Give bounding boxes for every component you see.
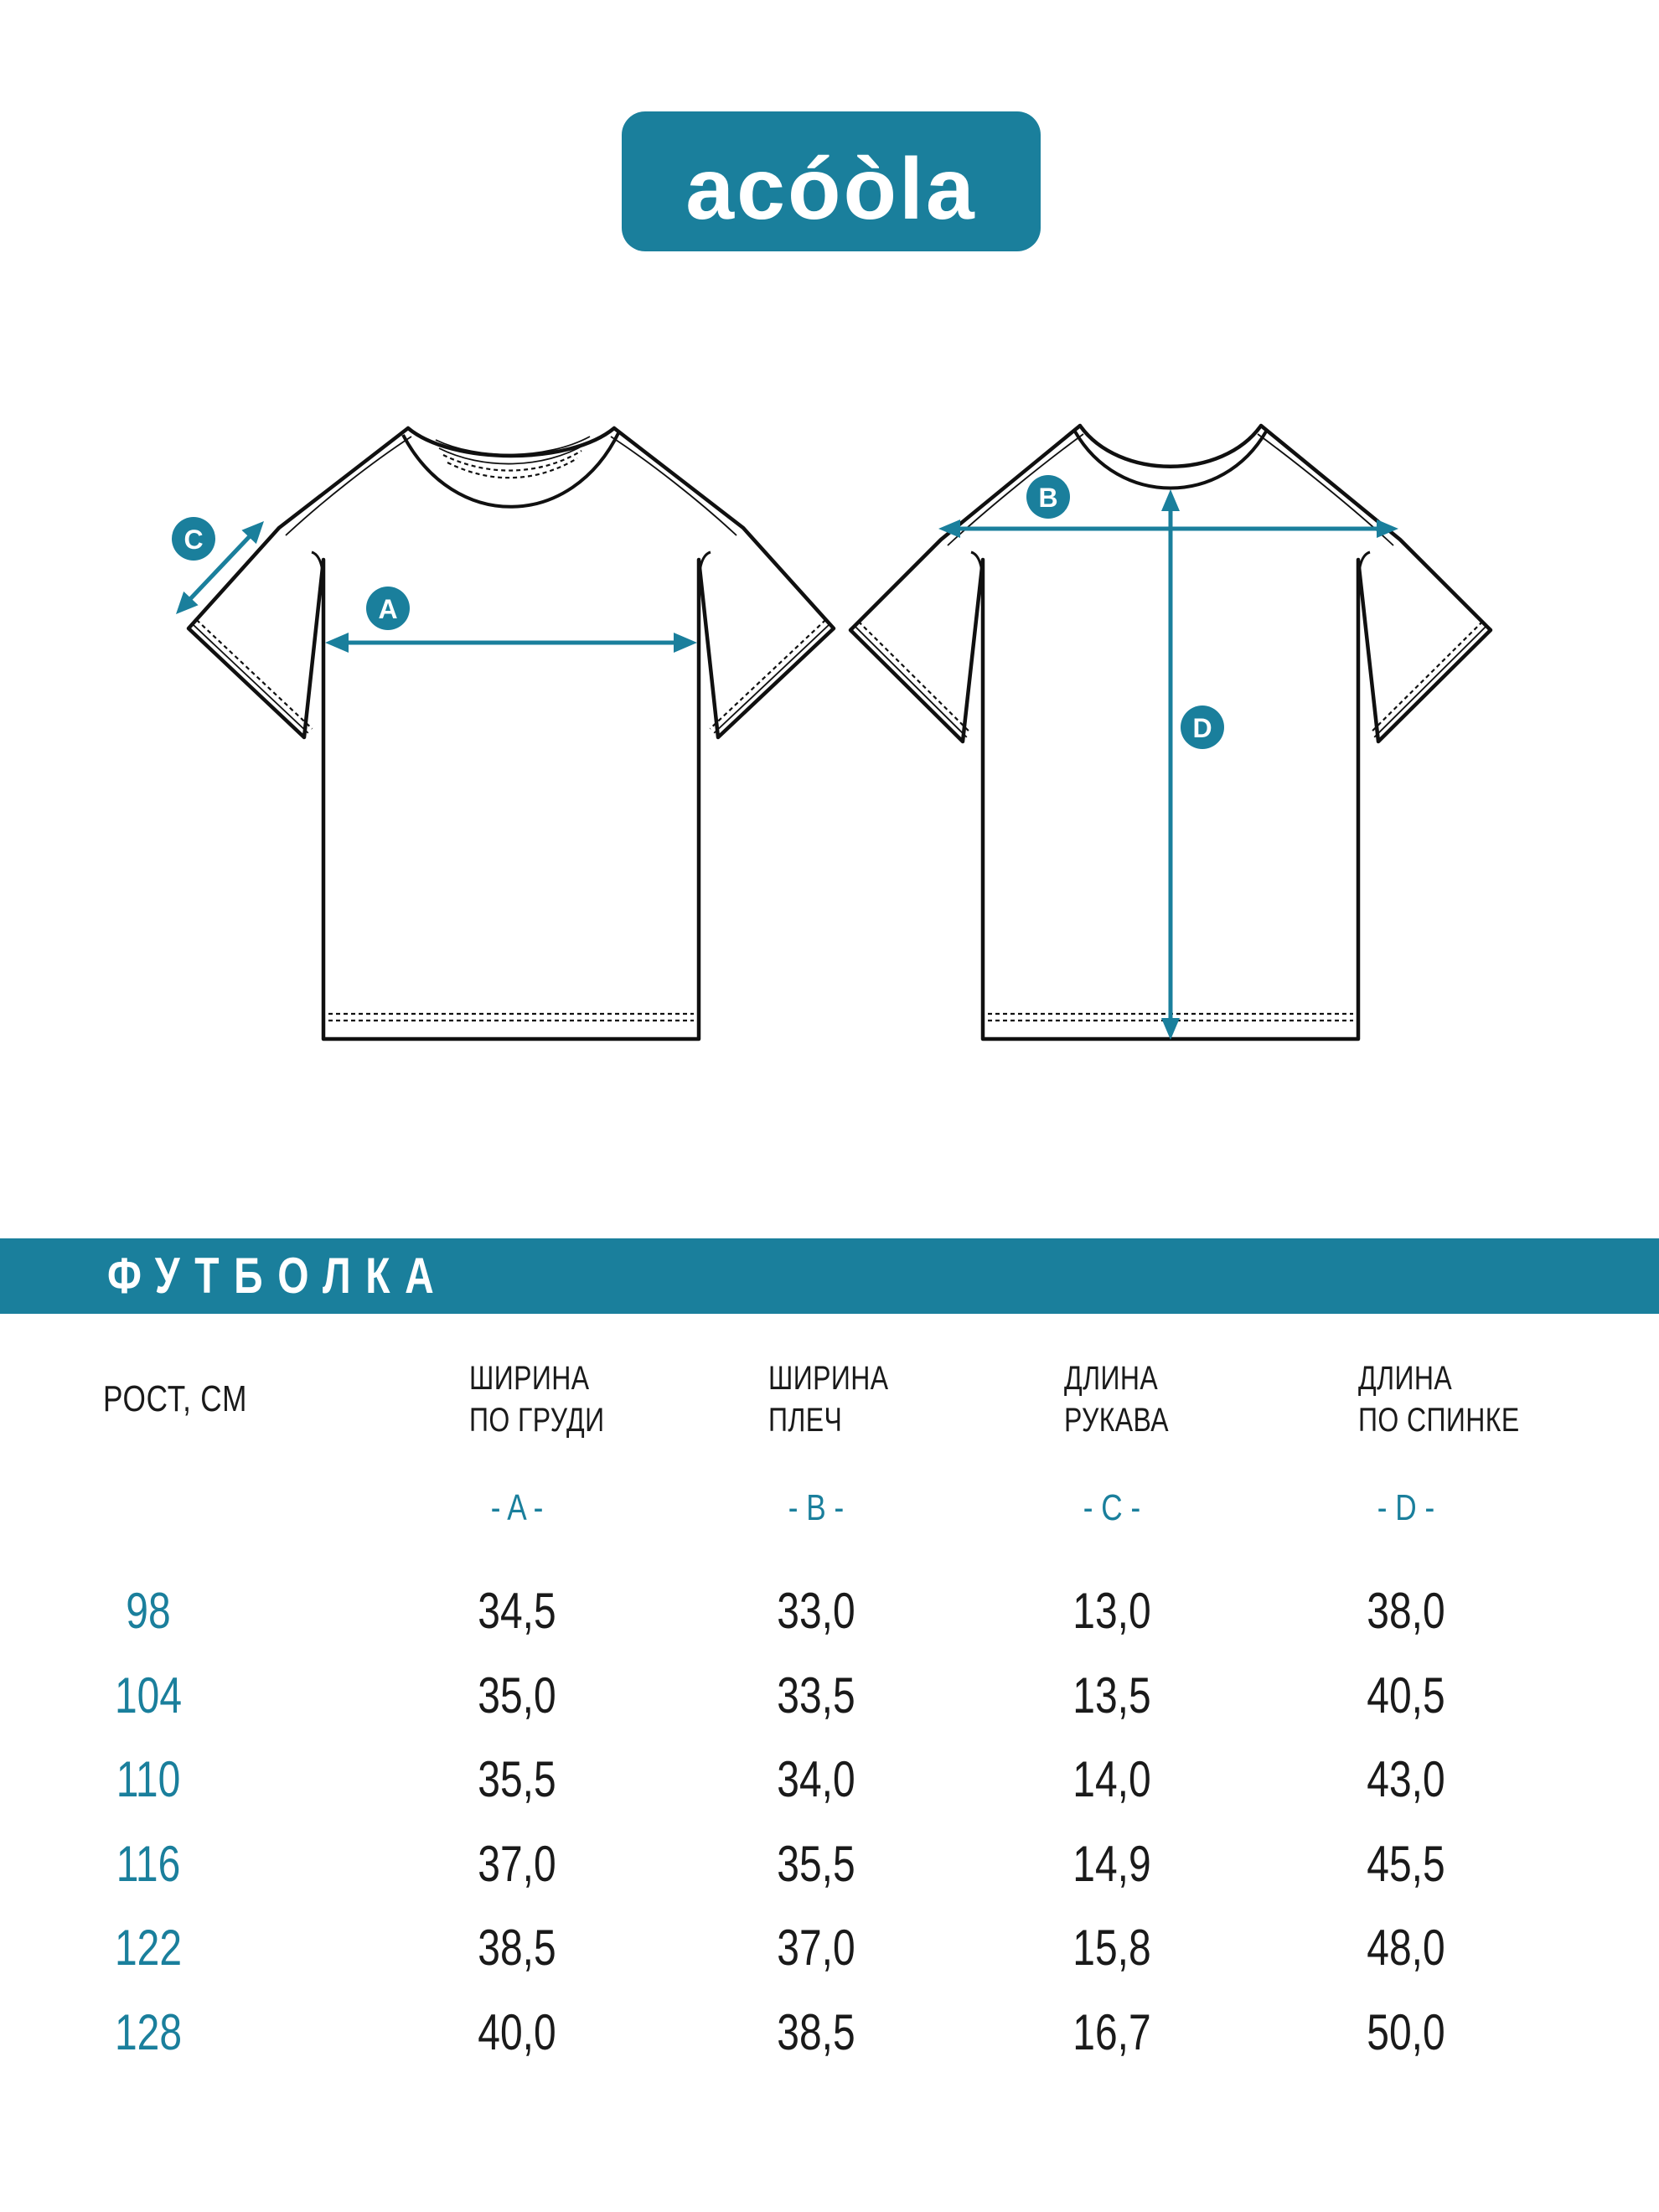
column-header: ДЛИНА РУКАВА [1064,1357,1195,1441]
underarm-seam [311,550,325,587]
svg-text:D: D [1192,713,1212,743]
svg-text:A: A [378,594,397,624]
measure-chest-arrow [325,633,697,653]
row-size: 128 [114,2004,183,2060]
shoulder-seam-line [947,433,1084,546]
column-header: ШИРИНА ПО ГРУДИ [469,1357,638,1441]
tshirt-front-diagram: A C [172,426,836,1041]
cell-value: 33,5 [777,1667,855,1724]
cell-value: 40,5 [1367,1667,1445,1724]
cuff-seam-line [854,625,968,738]
cell-value: 35,5 [777,1836,855,1892]
underarm-seam [1357,550,1371,587]
column-header: ШИРИНА ПЛЕЧ [768,1357,918,1441]
column-letter: - A - [490,1487,544,1528]
label-b-badge: B [1026,475,1070,519]
cell-value: 35,0 [478,1667,556,1724]
svg-text:B: B [1038,483,1057,513]
tshirt-front-outline [186,426,836,1041]
column-header-line: ШИРИНА [469,1360,590,1397]
column-header-line: ПО ГРУДИ [469,1402,605,1439]
cuff-seam-line [192,623,309,734]
label-d-badge: D [1181,705,1224,749]
cell-value: 38,0 [1367,1583,1445,1639]
cell-value: 38,5 [777,2004,855,2060]
cell-value: 13,0 [1072,1583,1151,1639]
collar-stitch-line [442,450,582,472]
cuff-seam-line [1373,625,1487,738]
row-header-label: РОСТ, СМ [103,1378,283,1420]
cell-value: 43,0 [1367,1751,1445,1807]
column-header-lines: ДЛИНА ПО СПИНКЕ [1358,1357,1520,1441]
column-header-line: ПЛЕЧ [768,1402,843,1439]
collar-inner-line [435,436,591,456]
cell-value: 14,9 [1072,1836,1151,1892]
cuff-stitch-line [857,621,972,734]
brand-logo-text: acóòla [685,141,976,238]
tshirt-back-diagram: B D [848,423,1493,1041]
svg-text:C: C [183,525,203,555]
cell-value: 34,5 [478,1583,556,1639]
cell-value: 40,0 [478,2004,556,2060]
cell-value: 37,0 [777,1920,855,1976]
cell-value: 14,0 [1072,1751,1151,1807]
column-letter: - B - [788,1487,845,1528]
section-title: ФУТБОЛКА [107,1248,449,1304]
cuff-stitch-line [195,618,313,730]
cuff-stitch-line [709,618,827,730]
brand-logo-plate: acóòla [622,111,1041,251]
shoulder-seam-line [610,436,737,536]
cuff-seam-line [713,623,830,734]
measure-back-length-arrow [1161,489,1180,1040]
collar-inner-line [438,443,587,465]
row-size: 122 [114,1920,183,1976]
cell-value: 45,5 [1367,1836,1445,1892]
front-collar-band [401,431,621,509]
row-header-text: РОСТ, СМ [103,1378,248,1419]
column-letter: - C - [1083,1487,1141,1528]
cell-value: 38,5 [478,1920,556,1976]
row-size: 98 [126,1583,171,1639]
column-header-lines: ШИРИНА ПЛЕЧ [768,1357,889,1441]
collar-stitch-line [447,457,578,479]
cell-value: 15,8 [1072,1920,1151,1976]
cell-value: 50,0 [1367,2004,1445,2060]
cell-value: 34,0 [777,1751,855,1807]
row-size: 116 [116,1836,181,1892]
brand-logo: acóòla [685,141,976,238]
cuff-stitch-line [1369,621,1484,734]
column-header-lines: ШИРИНА ПО ГРУДИ [469,1357,605,1441]
cell-value: 16,7 [1072,2004,1151,2060]
column-header: ДЛИНА ПО СПИНКЕ [1358,1357,1560,1441]
column-letter: - D - [1377,1487,1435,1528]
label-a-badge: A [366,587,410,630]
column-header-lines: ДЛИНА РУКАВА [1064,1357,1169,1441]
cell-value: 35,5 [478,1751,556,1807]
column-header-line: РУКАВА [1064,1402,1169,1439]
section-header-band: ФУТБОЛКА [0,1238,1659,1314]
back-collar-band [1073,430,1268,490]
column-header-line: ДЛИНА [1064,1360,1159,1397]
measure-sleeve-arrow [176,521,264,614]
row-size: 104 [114,1667,183,1724]
column-header-line: ПО СПИНКЕ [1358,1402,1520,1439]
column-header-line: ШИРИНА [768,1360,889,1397]
underarm-seam [697,550,711,587]
cell-value: 48,0 [1367,1920,1445,1976]
shoulder-seam-line [285,436,412,536]
cell-value: 37,0 [478,1836,556,1892]
cell-value: 13,5 [1072,1667,1151,1724]
row-size: 110 [116,1751,181,1807]
label-c-badge: C [172,517,215,561]
cell-value: 33,0 [777,1583,855,1639]
column-header-line: ДЛИНА [1358,1360,1453,1397]
underarm-seam [970,550,985,587]
